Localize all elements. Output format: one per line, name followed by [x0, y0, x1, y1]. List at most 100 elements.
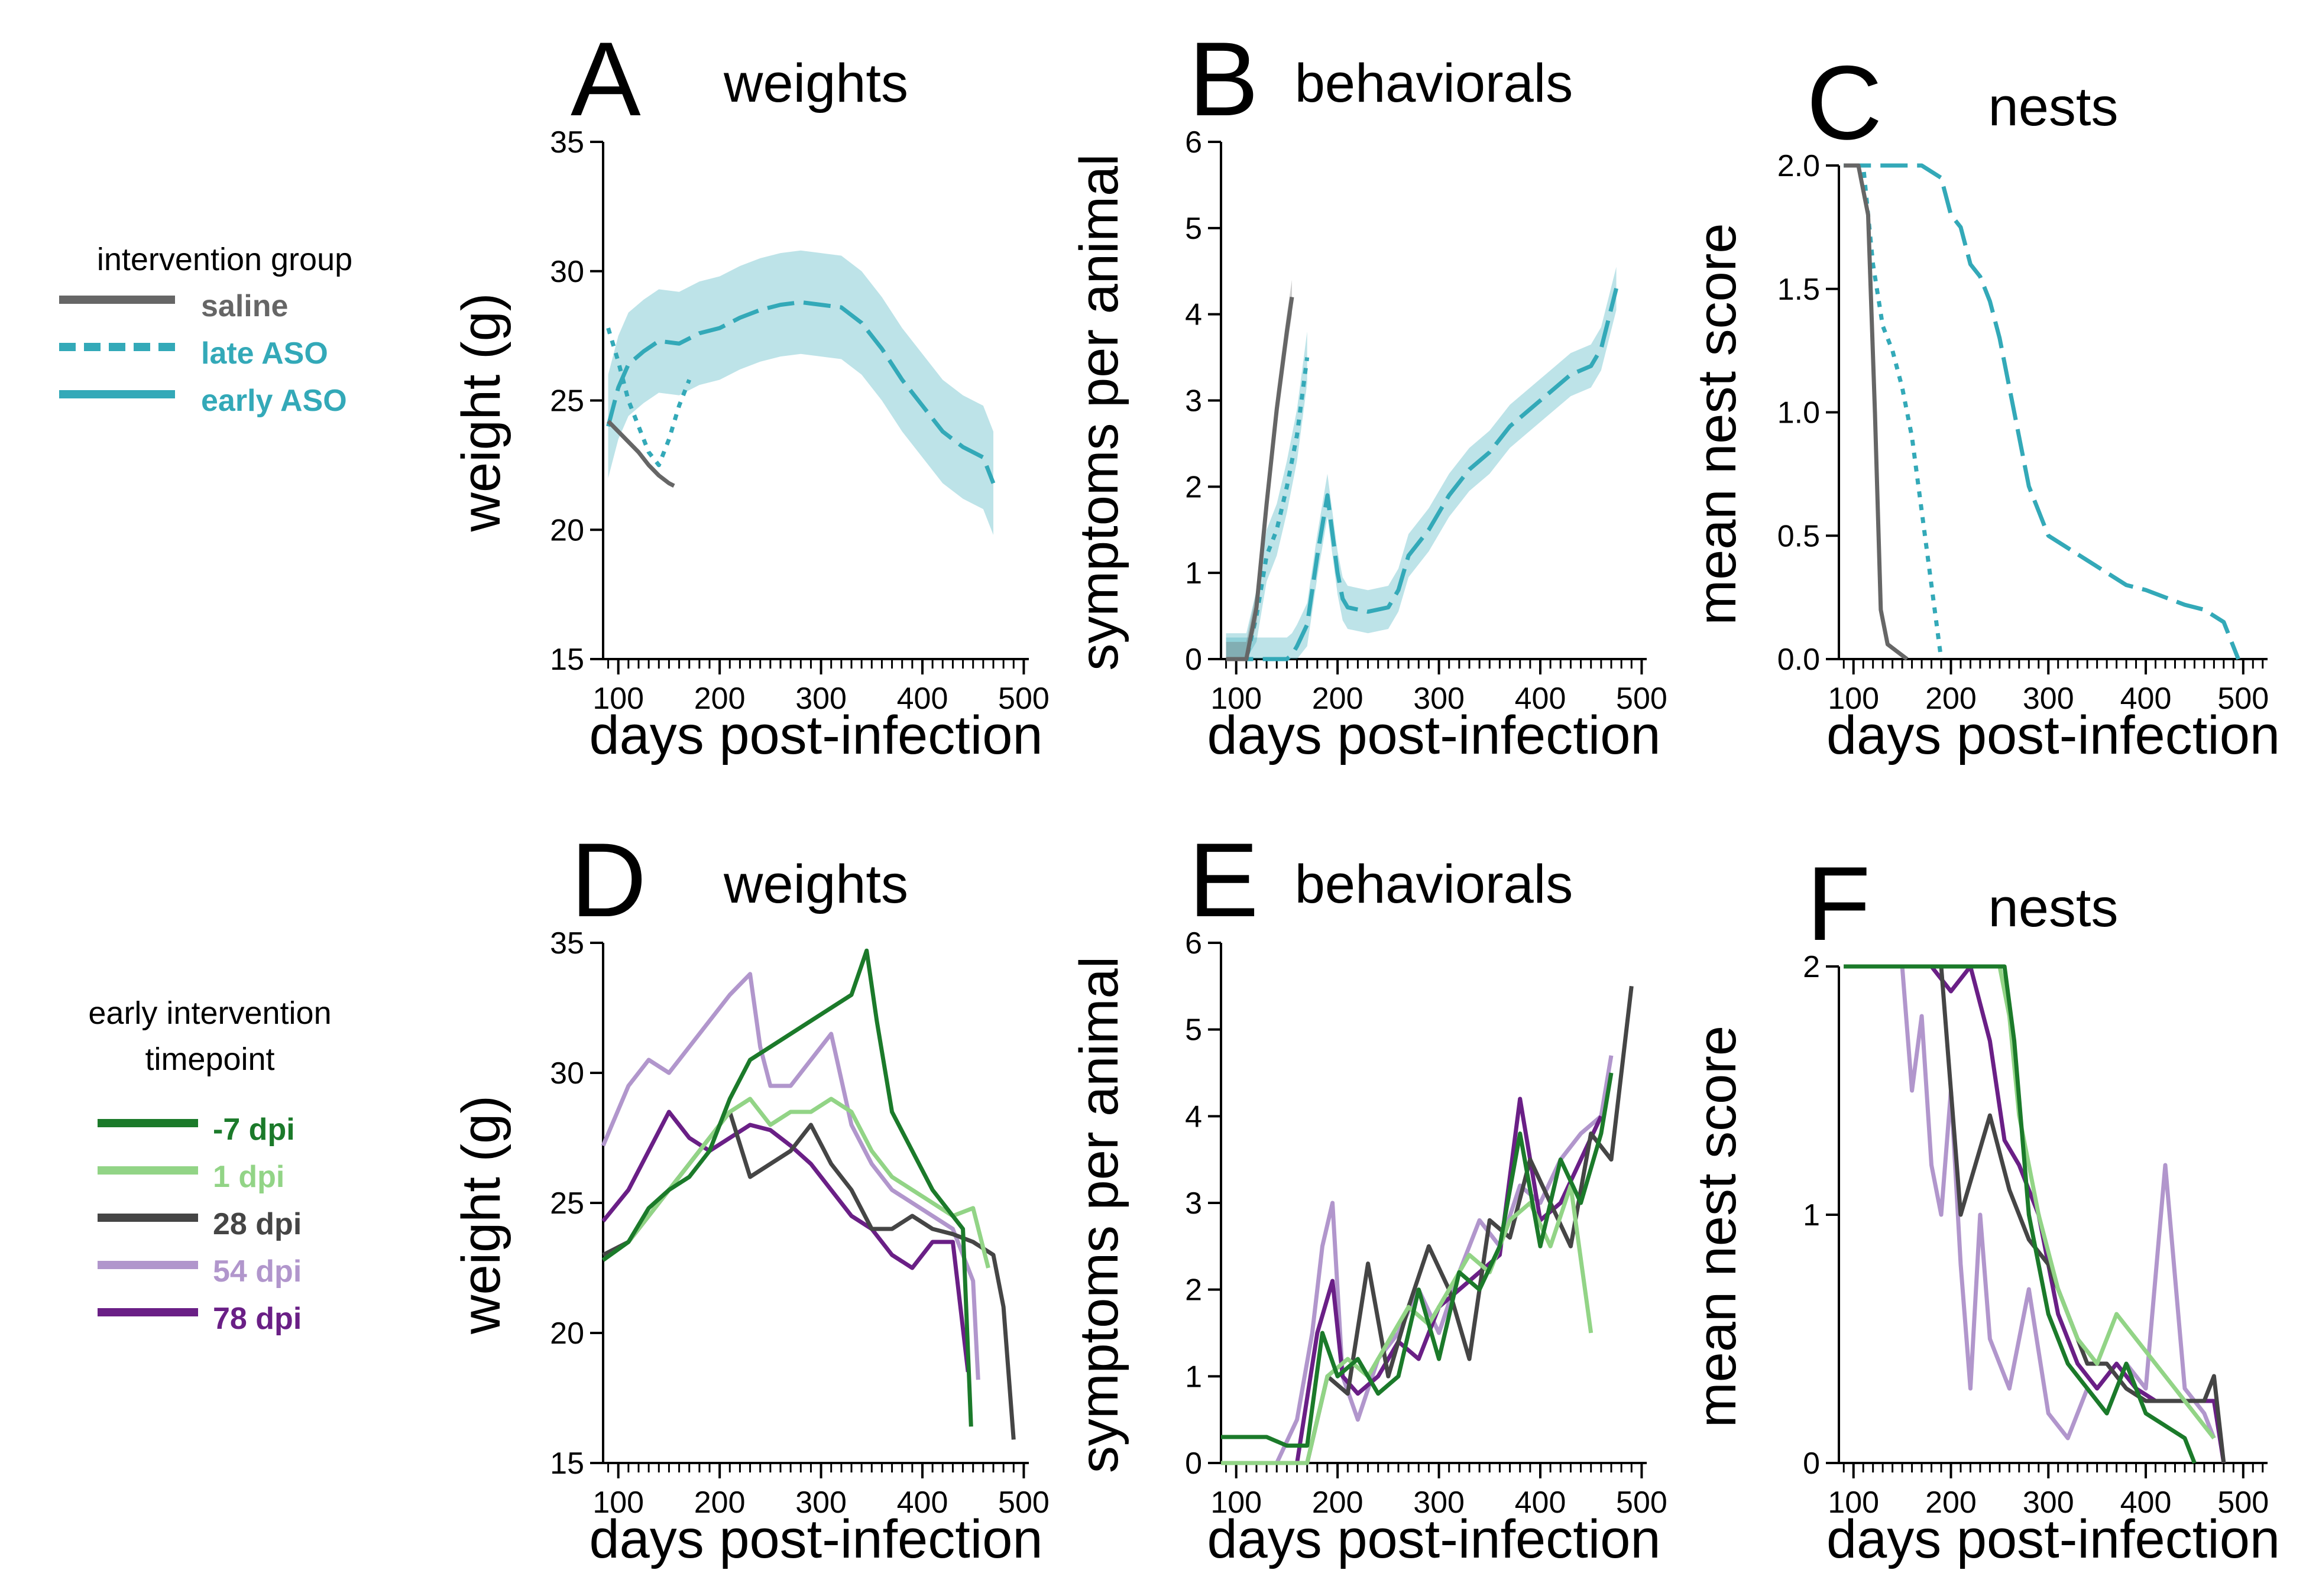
x-tick-label: 500	[2217, 682, 2269, 716]
panel-title: behaviorals	[1295, 854, 1573, 914]
x-axis-label: days post-infection	[1826, 1509, 2280, 1569]
legend-swatch	[98, 1308, 198, 1316]
x-axis-label: days post-infection	[1826, 705, 2280, 765]
x-tick-label: 400	[2120, 1485, 2172, 1520]
y-tick-label: 5	[1185, 1013, 1202, 1047]
panel-letter: D	[571, 821, 647, 939]
x-tick-label: 100	[592, 1485, 644, 1520]
y-axis-label: mean nest score	[1687, 1026, 1747, 1428]
x-axis-label: days post-infection	[589, 1509, 1042, 1569]
legend-swatch	[98, 1214, 198, 1222]
x-tick-label: 200	[1925, 682, 1977, 716]
y-tick-label: 4	[1185, 298, 1202, 332]
y-tick-label: 6	[1185, 926, 1202, 961]
series-line-1-dpi	[1844, 964, 2216, 1440]
legend-swatch	[59, 296, 175, 304]
y-tick-label: 1.5	[1777, 273, 1820, 307]
y-tick-label: 2.0	[1777, 149, 1820, 183]
y-tick-label: 30	[550, 255, 584, 289]
legend-swatch	[98, 1119, 198, 1127]
y-tick-label: 2	[1803, 950, 1820, 984]
panel-letter: F	[1806, 845, 1871, 962]
legend-swatch	[98, 1166, 198, 1175]
y-tick-label: 1	[1185, 1360, 1202, 1394]
y-tick-label: 0.0	[1777, 643, 1820, 677]
x-tick-label: 300	[795, 1485, 847, 1520]
series-line--7-dpi	[1221, 1072, 1614, 1448]
x-tick-label: 100	[1210, 682, 1262, 716]
series-line--7-dpi	[601, 948, 973, 1427]
y-tick-label: 20	[550, 1316, 584, 1351]
x-tick-label: 400	[1515, 1485, 1566, 1520]
legend-early-intervention-timepoint: early intervention timepoint -7 dpi 1 dp…	[27, 990, 393, 1342]
x-tick-label: 500	[2217, 1485, 2269, 1520]
x-axis-label: days post-infection	[589, 705, 1042, 765]
series-line-54-dpi	[1844, 964, 2216, 1441]
legend-label: 78 dpi	[213, 1302, 302, 1336]
x-tick-label: 200	[694, 1485, 746, 1520]
x-tick-label: 400	[1515, 682, 1566, 716]
legend-label: 1 dpi	[213, 1160, 285, 1194]
x-tick-label: 300	[2023, 1485, 2074, 1520]
confidence-band-early-aso	[1226, 267, 1617, 659]
y-tick-label: 0	[1185, 643, 1202, 677]
confidence-band-early-aso	[608, 250, 993, 535]
x-tick-label: 400	[897, 1485, 948, 1520]
x-tick-label: 200	[1312, 1485, 1363, 1520]
y-tick-label: 30	[550, 1056, 584, 1091]
x-tick-label: 100	[1828, 1485, 1879, 1520]
panel-letter: C	[1806, 44, 1883, 161]
x-tick-label: 500	[998, 1485, 1050, 1520]
series-line-28-dpi	[1221, 985, 1634, 1465]
x-tick-label: 300	[795, 682, 847, 716]
x-tick-label: 300	[2023, 682, 2074, 716]
series-line-1-dpi	[1221, 1183, 1594, 1465]
x-tick-label: 500	[1616, 682, 1667, 716]
y-tick-label: 0	[1803, 1446, 1820, 1481]
y-tick-label: 25	[550, 384, 584, 419]
y-tick-label: 35	[550, 926, 584, 961]
y-tick-label: 3	[1185, 1186, 1202, 1221]
y-tick-label: 1.0	[1777, 396, 1820, 430]
x-tick-label: 400	[2120, 682, 2172, 716]
x-tick-label: 500	[998, 682, 1050, 716]
series-line-saline	[1844, 163, 1909, 661]
legend-label: saline	[201, 289, 289, 323]
panel-title: weights	[723, 53, 908, 113]
x-axis-label: days post-infection	[1207, 705, 1660, 765]
legend-label: -7 dpi	[213, 1112, 295, 1147]
x-tick-label: 200	[1312, 682, 1363, 716]
legend-title: early intervention timepoint	[88, 995, 332, 1077]
legend-item-early-aso: early ASO	[41, 377, 408, 424]
x-axis-label: days post-infection	[1207, 1509, 1660, 1569]
series-line-28-dpi	[1844, 964, 2226, 1464]
x-tick-label: 100	[592, 682, 644, 716]
legend-label: late ASO	[201, 336, 328, 371]
series-line-78-dpi	[1221, 1097, 1604, 1465]
legend-item-saline: saline	[41, 283, 408, 330]
y-tick-label: 15	[550, 1446, 584, 1481]
legend-item-late-aso: late ASO	[41, 330, 408, 377]
y-axis-label: mean nest score	[1687, 223, 1747, 625]
panel-letter: B	[1188, 20, 1259, 138]
y-axis-label: symptoms per animal	[1069, 154, 1129, 670]
y-tick-label: 20	[550, 513, 584, 547]
y-tick-label: 0	[1185, 1446, 1202, 1481]
y-tick-label: 1	[1803, 1198, 1820, 1232]
legend-swatch	[59, 390, 175, 398]
legend-intervention-group: intervention group saline late ASO early…	[41, 236, 408, 424]
series-line-saline	[1226, 296, 1294, 661]
panel-title: weights	[723, 854, 908, 914]
series-line-78-dpi	[601, 1110, 970, 1373]
series-line-early-aso	[1844, 163, 2240, 660]
series-line-54-dpi	[1221, 1055, 1614, 1465]
y-axis-label: weight (g)	[451, 293, 511, 533]
y-tick-label: 6	[1185, 125, 1202, 160]
panel-letter: A	[571, 20, 641, 138]
y-tick-label: 0.5	[1777, 519, 1820, 553]
x-tick-label: 200	[694, 682, 746, 716]
x-tick-label: 300	[1413, 682, 1465, 716]
